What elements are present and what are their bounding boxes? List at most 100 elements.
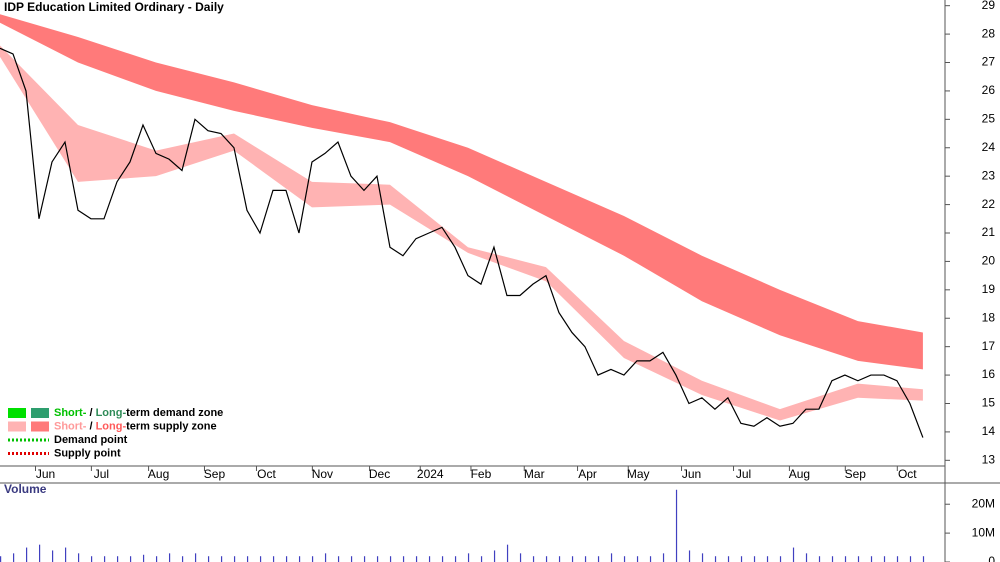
x-tick-label: Aug: [789, 467, 810, 481]
volume-bar: [740, 556, 743, 562]
volume-bar: [753, 556, 756, 562]
volume-bar: [818, 556, 821, 562]
volume-bar: [363, 556, 366, 562]
volume-bar: [805, 553, 808, 562]
legend-text: Short-: [54, 420, 87, 432]
x-tick-label: Apr: [578, 467, 597, 481]
volume-bar: [870, 556, 873, 562]
x-tick-label: Mar: [524, 467, 545, 481]
zone-band: [0, 14, 923, 370]
volume-bar: [441, 556, 444, 562]
y-tick-label: 20: [982, 254, 996, 268]
x-tick-label: May: [627, 467, 650, 481]
legend-text: term supply zone: [126, 420, 216, 432]
volume-bar: [831, 556, 834, 562]
volume-bar: [883, 556, 886, 562]
y-tick-label: 13: [982, 452, 996, 466]
legend-text: Long-: [96, 407, 127, 419]
volume-bar: [298, 556, 301, 562]
y-tick-label: 17: [982, 339, 996, 353]
volume-bar: [0, 556, 2, 562]
volume-bar: [688, 550, 691, 562]
volume-bar: [701, 553, 704, 562]
volume-bar: [38, 544, 41, 562]
volume-bar: [909, 556, 912, 562]
volume-bar: [324, 553, 327, 562]
volume-bar: [415, 556, 418, 562]
legend-text: Short-: [54, 407, 87, 419]
volume-bar: [155, 556, 158, 562]
y-tick-label: 26: [982, 83, 996, 97]
volume-bar: [220, 556, 223, 562]
volume-bar: [454, 556, 457, 562]
volume-bar: [636, 556, 639, 562]
volume-bar: [389, 556, 392, 562]
volume-bar: [506, 544, 509, 562]
y-tick-label: 28: [982, 26, 996, 40]
x-tick-label: Dec: [369, 467, 390, 481]
volume-bar: [402, 556, 405, 562]
volume-bar: [207, 556, 210, 562]
volume-bar: [779, 556, 782, 562]
y-tick-label: 20M: [972, 496, 995, 510]
legend-text: Long-: [96, 420, 127, 432]
legend-label: Short- / Long-term supply zone: [54, 420, 217, 432]
volume-bar: [259, 556, 262, 562]
y-tick-label: 19: [982, 282, 996, 296]
volume-bar: [857, 556, 860, 562]
volume-bar: [129, 556, 132, 562]
volume-bar: [519, 553, 522, 562]
volume-bar: [675, 489, 678, 562]
y-tick-label: 15: [982, 396, 996, 410]
x-tick-label: Sep: [204, 467, 226, 481]
y-tick-label: 24: [982, 140, 996, 154]
volume-title: Volume: [4, 482, 47, 496]
legend-swatch: [8, 421, 26, 432]
x-tick-label: Nov: [312, 467, 333, 481]
volume-bar: [376, 556, 379, 562]
volume-bar: [194, 553, 197, 562]
x-tick-label: Aug: [148, 467, 169, 481]
volume-bar: [64, 547, 67, 562]
volume-bar: [285, 556, 288, 562]
legend-swatch: [31, 421, 49, 432]
volume-bar: [922, 556, 925, 562]
x-tick-label: Jul: [736, 467, 751, 481]
legend-text: Supply point: [54, 447, 121, 459]
volume-bar: [103, 556, 106, 562]
y-tick-label: 25: [982, 112, 996, 126]
x-tick-label: Jun: [36, 467, 55, 481]
legend-swatch: [31, 408, 49, 418]
x-tick-label: Oct: [257, 467, 276, 481]
legend-text: /: [86, 407, 95, 419]
volume-bar: [662, 553, 665, 562]
legend-text: /: [86, 420, 95, 432]
x-tick-label: Jun: [682, 467, 701, 481]
legend-label: Supply point: [54, 447, 121, 459]
y-tick-label: 21: [982, 225, 996, 239]
volume-bar: [246, 556, 249, 562]
legend-label: Demand point: [54, 434, 128, 446]
y-tick-label: 23: [982, 168, 996, 182]
volume-bar: [792, 547, 795, 562]
y-tick-label: 14: [982, 424, 996, 438]
volume-bar: [571, 556, 574, 562]
y-tick-label: 27: [982, 55, 996, 69]
volume-bar: [467, 553, 470, 562]
y-tick-label: 22: [982, 197, 996, 211]
volume-bar: [90, 556, 93, 562]
legend-text: Demand point: [54, 434, 128, 446]
volume-bar: [558, 556, 561, 562]
y-tick-label: 29: [982, 0, 996, 12]
volume-bar: [142, 554, 145, 562]
x-tick-label: Jul: [94, 467, 109, 481]
volume-bar: [584, 556, 587, 562]
volume-bar: [272, 556, 275, 562]
volume-bar: [428, 556, 431, 562]
volume-bar: [532, 556, 535, 562]
x-tick-label: 2024: [417, 467, 444, 481]
volume-bar: [649, 556, 652, 562]
x-tick-label: Sep: [845, 467, 867, 481]
